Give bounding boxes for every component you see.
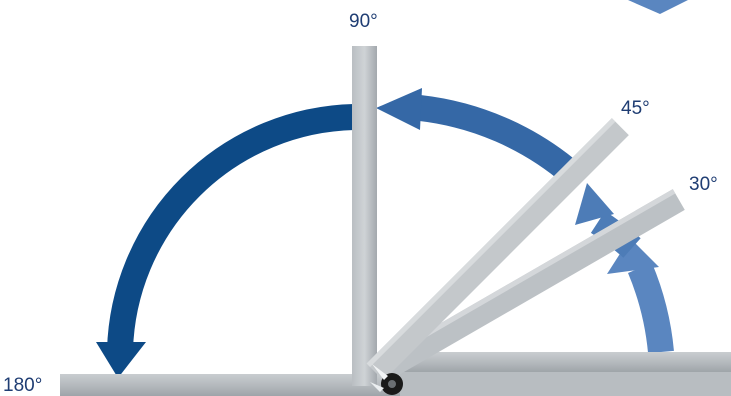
arrowhead-30 bbox=[607, 238, 659, 274]
angle-label-180: 180° bbox=[3, 375, 43, 396]
arrowhead-90 bbox=[376, 88, 422, 130]
bar-0 bbox=[380, 352, 731, 374]
pivot-rivet-highlight bbox=[388, 380, 396, 388]
bar-30 bbox=[374, 189, 685, 383]
arrowhead-45 bbox=[575, 183, 614, 225]
angle-label-45: 45° bbox=[621, 98, 650, 119]
arrow-0-to-30 bbox=[627, 262, 674, 354]
bar-90 bbox=[352, 46, 377, 386]
pivot-glint-2 bbox=[370, 382, 384, 392]
pivot-glint bbox=[372, 364, 388, 380]
bar-45 bbox=[366, 118, 629, 381]
bar-180 bbox=[60, 374, 400, 396]
decorative-corner-shape bbox=[628, 0, 688, 14]
arrow-90-to-180 bbox=[107, 104, 355, 351]
angle-label-30: 30° bbox=[689, 174, 718, 195]
arrow-45-to-90 bbox=[418, 95, 581, 184]
angle-label-90: 90° bbox=[349, 11, 378, 32]
arrowhead-180 bbox=[96, 342, 146, 378]
bar-0-lower bbox=[400, 372, 731, 396]
